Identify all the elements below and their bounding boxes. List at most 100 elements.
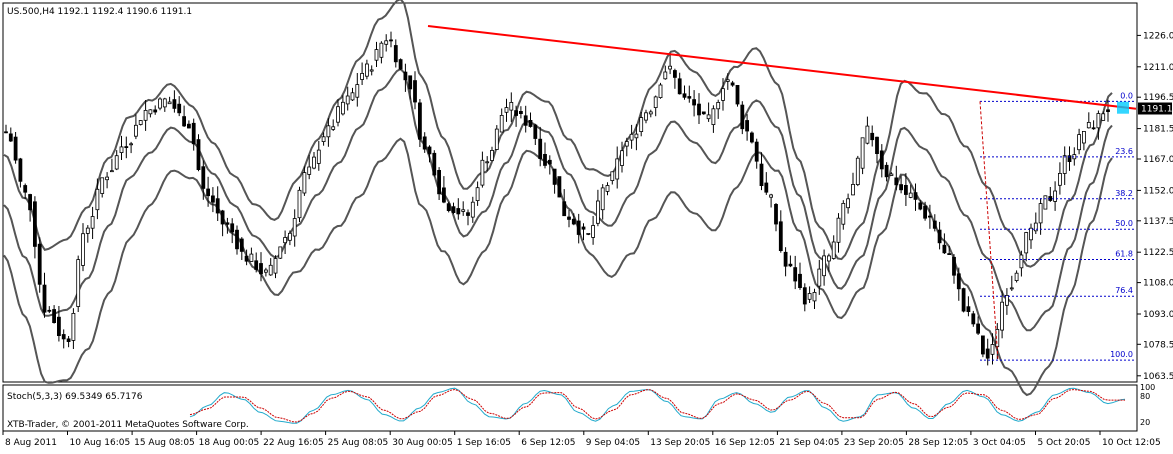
fibo-level: 38.2 xyxy=(980,189,1136,200)
candle xyxy=(133,114,138,140)
x-tick-label: 1 Sep 16:05 xyxy=(457,438,511,448)
candle xyxy=(648,109,653,118)
candle xyxy=(793,255,798,290)
y-tick-label: 1108.0 xyxy=(1143,279,1173,289)
y-tick-label: 1211.0 xyxy=(1143,63,1173,73)
candle-body xyxy=(1101,113,1106,121)
x-tick-label: 22 Aug 16:05 xyxy=(263,438,324,448)
candle-body xyxy=(1024,232,1029,254)
candle xyxy=(18,157,23,188)
candle-body xyxy=(490,149,494,161)
candle-body xyxy=(947,253,952,256)
candle-body xyxy=(427,146,432,155)
candle xyxy=(417,99,422,147)
candle xyxy=(215,186,220,221)
candle-body xyxy=(437,169,442,195)
candle-body xyxy=(307,166,312,175)
candle-body xyxy=(379,42,384,58)
candle-body xyxy=(620,150,624,166)
candle-body xyxy=(259,263,263,275)
candle-body xyxy=(475,187,480,201)
candle xyxy=(668,54,672,75)
candle xyxy=(143,100,148,131)
candle-body xyxy=(605,185,610,192)
candle-body xyxy=(417,102,422,140)
candle xyxy=(971,310,976,327)
candle xyxy=(162,97,167,112)
candle-body xyxy=(793,267,798,282)
candle-body xyxy=(754,141,759,162)
x-tick: 1 Sep 16:05 xyxy=(454,431,511,448)
candle xyxy=(985,338,990,366)
candle xyxy=(769,193,773,208)
candle-body xyxy=(706,114,711,120)
candle xyxy=(1024,231,1029,262)
upper-band xyxy=(3,0,1113,268)
y-tick: 1122.5 xyxy=(1137,248,1173,258)
candle xyxy=(95,178,100,220)
candle xyxy=(124,136,129,159)
candle xyxy=(629,124,634,149)
candle xyxy=(918,200,923,211)
y-tick: 1167.0 xyxy=(1137,155,1173,165)
candle-body xyxy=(798,273,802,288)
candle xyxy=(148,109,153,118)
candle xyxy=(355,73,360,107)
candle xyxy=(706,102,711,122)
candle-body xyxy=(485,161,490,164)
candle-body xyxy=(71,312,76,341)
candle xyxy=(326,118,331,147)
candle xyxy=(932,214,937,232)
time-axis: 8 Aug 2011 10 Aug 16:05 15 Aug 08:05 18 Aug… xyxy=(2,431,1161,448)
candle-body xyxy=(586,232,591,235)
symbol-header: US.500,H4 1192.1 1192.4 1190.6 1191.1 xyxy=(7,7,192,17)
candle xyxy=(721,78,725,111)
candle-body xyxy=(1033,222,1038,232)
candle xyxy=(114,150,119,171)
candle xyxy=(615,146,620,189)
fibo-trend-line xyxy=(979,101,999,361)
candle-body xyxy=(196,139,201,171)
candle-body xyxy=(547,159,552,165)
candle-body xyxy=(114,155,119,170)
candle xyxy=(894,165,899,191)
candle-body xyxy=(350,92,355,101)
candle-body xyxy=(687,96,692,99)
fibonacci-retracement: 0.0 23.6 38.2 50.0 61.8 76.4 100.0 xyxy=(979,91,1136,361)
candle xyxy=(490,146,494,161)
candle xyxy=(345,86,350,111)
candle xyxy=(509,92,514,122)
candle-body xyxy=(57,316,61,337)
candle-body xyxy=(721,88,725,101)
candle-body xyxy=(254,260,259,270)
candle xyxy=(697,93,701,124)
candle-body xyxy=(519,111,523,115)
candle xyxy=(1019,250,1024,277)
candle xyxy=(730,80,735,87)
candle xyxy=(961,287,966,313)
candle-body xyxy=(533,124,538,139)
candle-body xyxy=(725,79,730,82)
candle-body xyxy=(4,131,8,134)
candle-body xyxy=(985,348,990,359)
candle xyxy=(682,85,687,100)
candle-body xyxy=(1062,155,1067,174)
fibo-label: 38.2 xyxy=(1115,189,1133,198)
candle-body xyxy=(523,115,528,126)
candle-body xyxy=(369,69,374,72)
candle-body xyxy=(552,168,557,185)
fibo-level: 50.0 xyxy=(980,219,1136,230)
candle xyxy=(841,200,846,230)
candle-body xyxy=(860,137,865,169)
candle-body xyxy=(918,202,923,210)
x-tick: 28 Sep 12:05 xyxy=(905,431,968,448)
candle-body xyxy=(745,120,749,132)
candle xyxy=(81,223,85,272)
candle xyxy=(600,184,605,220)
candle xyxy=(158,97,162,111)
candle-body xyxy=(879,150,884,170)
candle-body xyxy=(451,206,456,213)
y-tick: 1152.0 xyxy=(1137,186,1173,196)
y-tick: 1211.0 xyxy=(1137,63,1173,73)
